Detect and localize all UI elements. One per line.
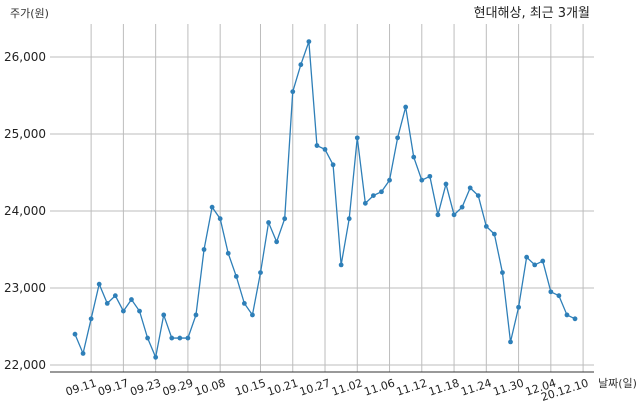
data-point: [290, 89, 296, 95]
data-point: [129, 297, 134, 302]
data-point: [362, 200, 368, 206]
data-point: [96, 281, 102, 287]
x-tick-label: 10.15: [233, 376, 267, 398]
x-tick-label: 10.08: [193, 376, 227, 398]
data-point: [120, 308, 126, 314]
x-tick-label: 09.23: [129, 376, 163, 398]
data-point: [483, 224, 489, 229]
data-point: [225, 250, 231, 256]
data-point: [72, 331, 78, 337]
y-axis-label: 주가(원): [10, 7, 49, 20]
data-point: [161, 312, 167, 318]
data-point: [500, 270, 505, 275]
data-point: [185, 335, 191, 341]
data-point: [524, 254, 530, 260]
data-point: [403, 104, 409, 110]
data-point: [395, 135, 400, 141]
y-tick-label: 22,000: [4, 358, 46, 372]
data-point: [298, 62, 304, 68]
data-point: [282, 216, 288, 222]
data-point: [548, 289, 554, 295]
data-point: [475, 193, 481, 199]
data-point: [572, 316, 578, 322]
data-point: [322, 147, 328, 152]
data-point: [250, 312, 255, 318]
y-tick-labels: 22,000 23,000 24,000 25,000 26,000: [4, 50, 46, 372]
x-tick-label: 11.12: [395, 376, 429, 398]
data-point: [435, 212, 441, 218]
data-point: [209, 204, 215, 210]
x-tick-label: 11.06: [362, 376, 396, 398]
data-point: [532, 262, 538, 268]
data-point: [266, 220, 271, 225]
data-point: [104, 301, 110, 306]
data-point: [177, 335, 183, 341]
data-point: [371, 193, 376, 199]
data-point: [443, 181, 449, 187]
data-point: [540, 258, 546, 264]
data-point: [459, 204, 465, 210]
data-point: [274, 239, 280, 245]
y-tick-label: 24,000: [4, 204, 46, 218]
data-point: [338, 262, 344, 268]
data-point: [346, 216, 352, 222]
y-tick-label: 25,000: [4, 127, 46, 141]
y-gridlines: [50, 56, 594, 366]
x-tick-label: 11.18: [427, 376, 461, 398]
data-point: [88, 316, 94, 322]
data-point: [169, 335, 175, 341]
data-point: [145, 335, 150, 341]
chart-title: 현대해상, 최근 3개월: [474, 6, 590, 21]
x-tick-label: 09.11: [64, 376, 98, 398]
x-axis-label: 날짜(일): [598, 376, 637, 390]
data-point: [508, 339, 513, 345]
data-point: [241, 301, 247, 306]
x-tick-label: 11.30: [492, 376, 526, 398]
data-point: [153, 354, 159, 360]
data-point: [233, 274, 239, 279]
data-point: [112, 293, 118, 299]
x-tick-label: 11.02: [330, 376, 364, 398]
data-point: [80, 351, 86, 356]
data-point: [467, 185, 473, 191]
x-tick-label: 09.17: [96, 376, 130, 398]
data-point: [354, 135, 360, 141]
data-point: [427, 173, 433, 179]
data-point: [491, 231, 497, 237]
data-point: [314, 143, 320, 148]
x-tick-label: 10.27: [298, 376, 332, 398]
y-tick-label: 26,000: [4, 50, 46, 64]
data-point: [516, 304, 521, 310]
data-point: [387, 177, 392, 183]
x-tick-label: 10.21: [266, 376, 300, 398]
x-gridlines: [90, 24, 584, 372]
data-point: [564, 312, 570, 318]
data-point: [217, 216, 223, 222]
data-point: [201, 247, 207, 252]
data-point: [330, 162, 336, 168]
data-point: [137, 308, 142, 314]
data-point: [556, 293, 562, 299]
x-tick-label: 11.24: [459, 376, 493, 398]
data-point: [379, 189, 384, 195]
data-point: [258, 270, 263, 275]
data-point: [193, 312, 199, 318]
y-tick-label: 23,000: [4, 281, 46, 295]
x-tick-label: 09.29: [161, 376, 195, 398]
data-point: [306, 39, 312, 44]
data-point: [411, 154, 417, 160]
data-points: [72, 39, 578, 360]
data-point: [419, 177, 425, 183]
data-point: [451, 212, 457, 218]
